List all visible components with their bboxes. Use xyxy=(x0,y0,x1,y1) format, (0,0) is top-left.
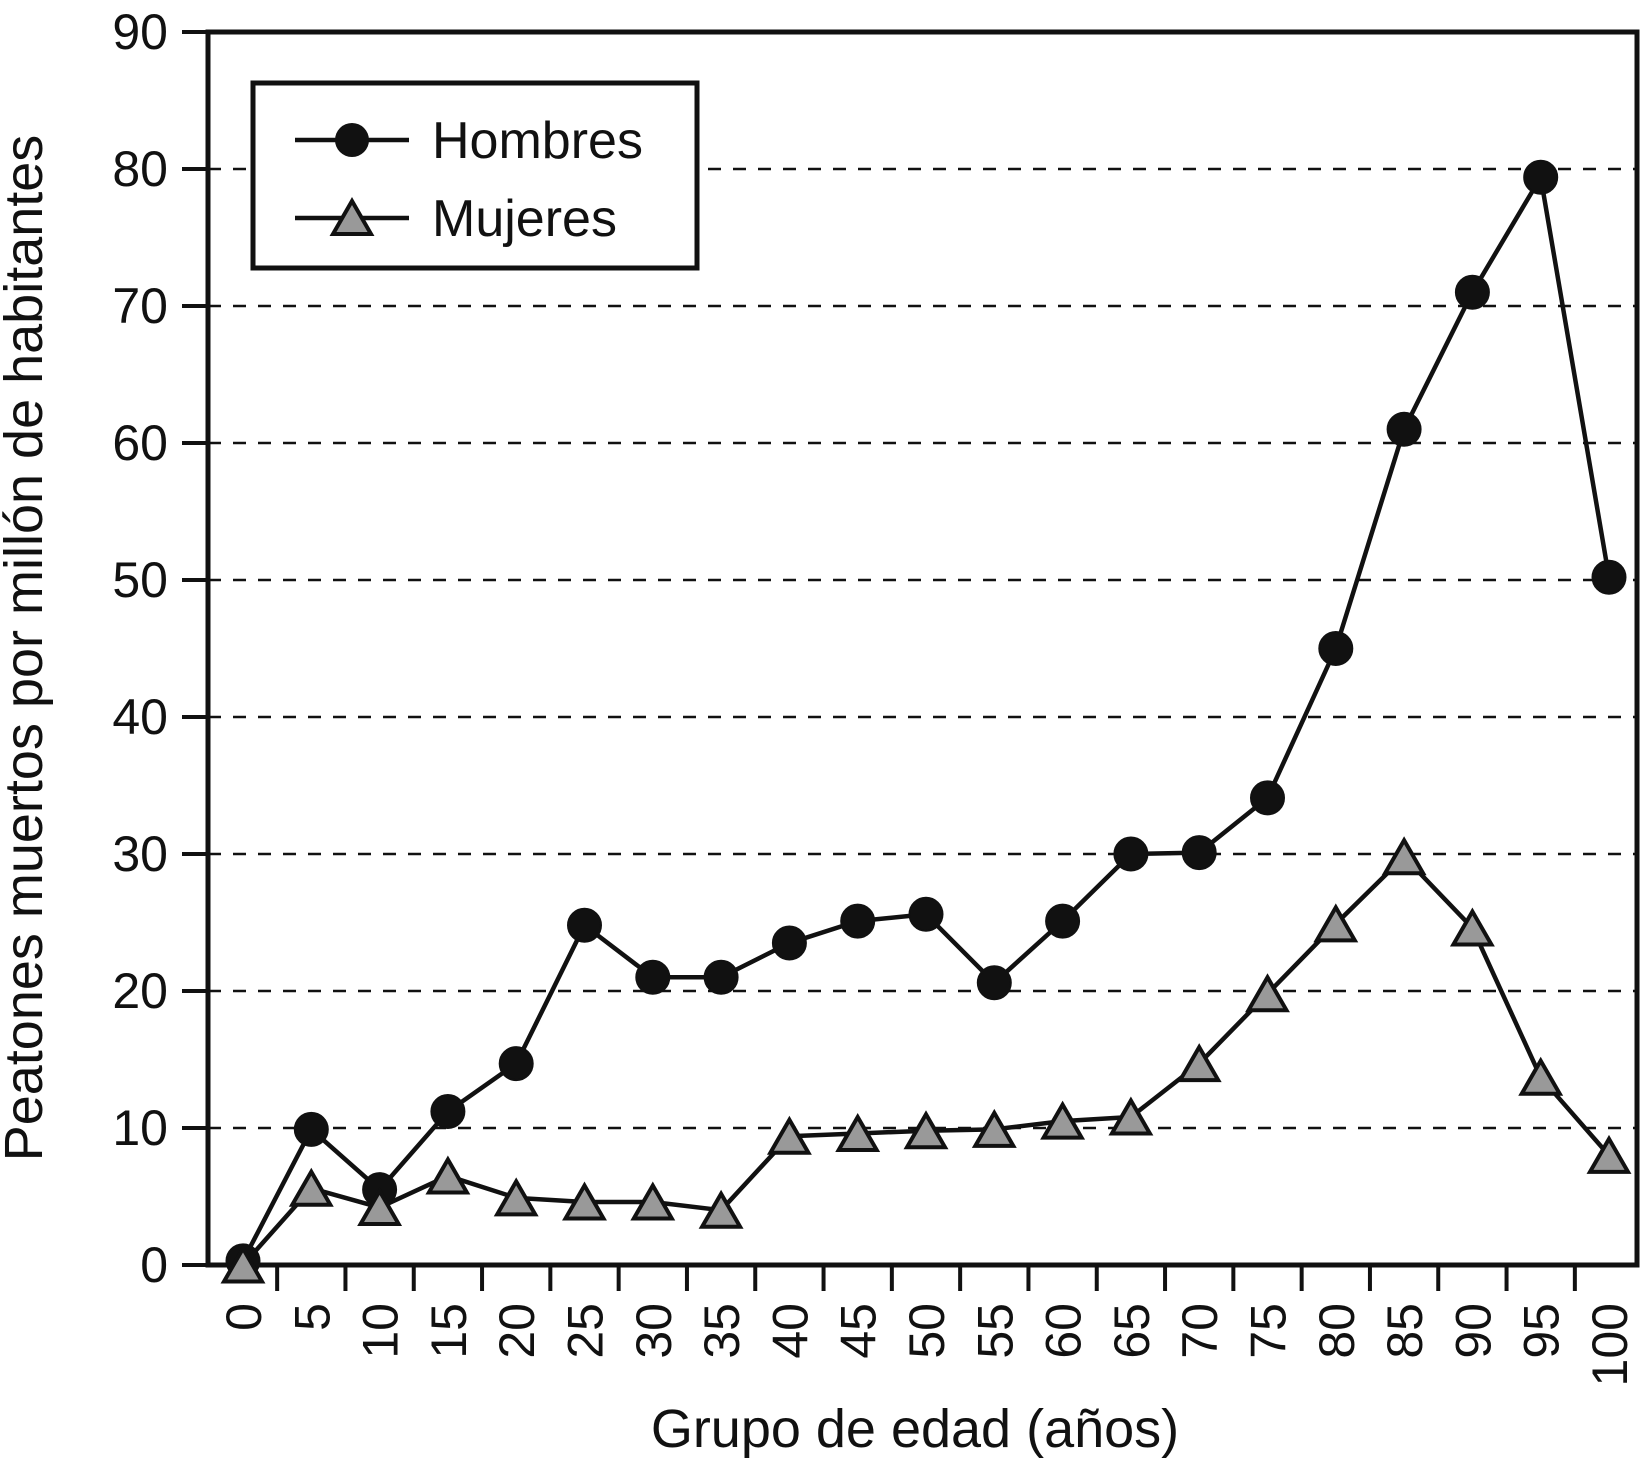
data-point-mujeres xyxy=(630,1181,676,1221)
data-point-mujeres xyxy=(1245,973,1290,1013)
data-point-mujeres xyxy=(1176,1043,1222,1083)
data-point-mujeres xyxy=(1381,836,1427,876)
plot-frame xyxy=(205,29,1640,1268)
x-tick-label: 95 xyxy=(1514,1303,1570,1359)
data-point-mujeres xyxy=(766,1115,812,1155)
y-tick-label: 90 xyxy=(112,4,168,60)
x-tick-label: 85 xyxy=(1377,1303,1433,1359)
y-tick-label: 50 xyxy=(112,552,168,608)
x-tick-label: 100 xyxy=(1582,1303,1638,1386)
data-point-hombres xyxy=(567,907,602,943)
data-point-mujeres xyxy=(288,1167,334,1207)
data-point-hombres xyxy=(771,925,807,961)
y-tick-label: 60 xyxy=(112,415,168,471)
x-tick-label: 10 xyxy=(353,1303,409,1359)
x-tick-label: 75 xyxy=(1241,1303,1297,1359)
data-point-hombres xyxy=(430,1094,466,1130)
gridlines xyxy=(208,167,1637,1130)
data-point-hombres xyxy=(1386,411,1422,447)
data-point-mujeres xyxy=(493,1177,539,1217)
y-tick-label: 80 xyxy=(112,141,168,197)
data-point-mujeres xyxy=(357,1186,403,1226)
x-tick-label: 35 xyxy=(694,1303,750,1359)
x-tick-label: 60 xyxy=(1036,1303,1092,1359)
x-tick-label: 65 xyxy=(1104,1303,1160,1359)
legend-label-mujeres: Mujeres xyxy=(432,190,617,248)
data-point-hombres xyxy=(498,1046,534,1082)
x-tick-label: 70 xyxy=(1172,1303,1228,1359)
data-point-mujeres xyxy=(1313,903,1359,943)
x-tick-label: 15 xyxy=(421,1303,477,1359)
x-tick-label: 55 xyxy=(967,1303,1023,1359)
series-hombres xyxy=(225,159,1627,1279)
data-point-mujeres xyxy=(903,1110,949,1150)
x-tick-label: 40 xyxy=(762,1303,818,1359)
data-point-mujeres xyxy=(1586,1134,1632,1174)
y-axis-title: Peatones muertos por millón de habitante… xyxy=(0,135,54,1162)
y-tick-label: 20 xyxy=(112,963,168,1019)
data-point-mujeres xyxy=(562,1181,607,1221)
data-point-hombres xyxy=(1318,631,1354,666)
x-tick-label: 20 xyxy=(489,1303,545,1359)
data-point-hombres xyxy=(976,965,1012,1001)
data-series xyxy=(220,159,1632,1284)
y-tick-label: 0 xyxy=(140,1237,168,1293)
legend-circle-marker-icon xyxy=(335,123,369,157)
x-tick-label: 80 xyxy=(1309,1303,1365,1359)
data-point-mujeres xyxy=(220,1244,266,1284)
x-axis-title: Grupo de edad (años) xyxy=(651,1399,1179,1459)
legend-box xyxy=(250,80,700,271)
y-axis-tick-labels: 0 10 20 30 40 50 60 70 80 90 xyxy=(112,4,168,1293)
data-point-mujeres xyxy=(1449,907,1495,947)
legend-triangle-marker-icon xyxy=(329,196,375,236)
x-tick-label: 45 xyxy=(831,1303,887,1359)
data-point-hombres xyxy=(703,959,739,995)
data-point-mujeres xyxy=(425,1155,471,1195)
data-point-mujeres xyxy=(1518,1056,1564,1096)
y-tick-label: 40 xyxy=(112,689,168,745)
legend: Hombres Mujeres xyxy=(250,80,700,271)
data-point-mujeres xyxy=(1040,1100,1086,1140)
data-point-hombres xyxy=(1523,159,1559,195)
x-tick-label: 0 xyxy=(216,1303,272,1331)
data-point-hombres xyxy=(1181,835,1217,871)
series-mujeres xyxy=(220,836,1632,1284)
data-point-hombres xyxy=(293,1111,329,1147)
data-point-mujeres xyxy=(971,1108,1017,1148)
x-tick-label: 90 xyxy=(1445,1303,1501,1359)
data-point-hombres xyxy=(1045,903,1081,939)
y-tick-label: 70 xyxy=(112,278,168,334)
x-tick-label: 5 xyxy=(284,1303,340,1331)
x-tick-label: 25 xyxy=(558,1303,614,1359)
data-point-mujeres xyxy=(1108,1096,1154,1136)
data-point-hombres xyxy=(1113,836,1149,872)
legend-label-hombres: Hombres xyxy=(432,112,643,170)
y-tick-label: 30 xyxy=(112,826,168,882)
data-point-mujeres xyxy=(835,1112,881,1152)
data-point-hombres xyxy=(908,896,944,932)
x-tick-label: 50 xyxy=(899,1303,955,1359)
data-point-hombres xyxy=(1591,559,1627,595)
y-axis-ticks xyxy=(182,30,208,1267)
data-point-hombres xyxy=(635,959,671,995)
x-tick-label: 30 xyxy=(626,1303,682,1359)
x-axis-tick-labels: 0 5 10 15 20 25 30 35 40 45 50 55 60 65 70 75 80 85 90 95 10… xyxy=(216,1303,1638,1386)
data-point-hombres xyxy=(840,903,876,939)
data-point-mujeres xyxy=(698,1189,744,1229)
y-tick-label: 10 xyxy=(112,1100,168,1156)
data-point-hombres xyxy=(1454,274,1490,310)
x-axis-ticks xyxy=(275,1265,1577,1291)
data-point-hombres xyxy=(1250,780,1285,816)
